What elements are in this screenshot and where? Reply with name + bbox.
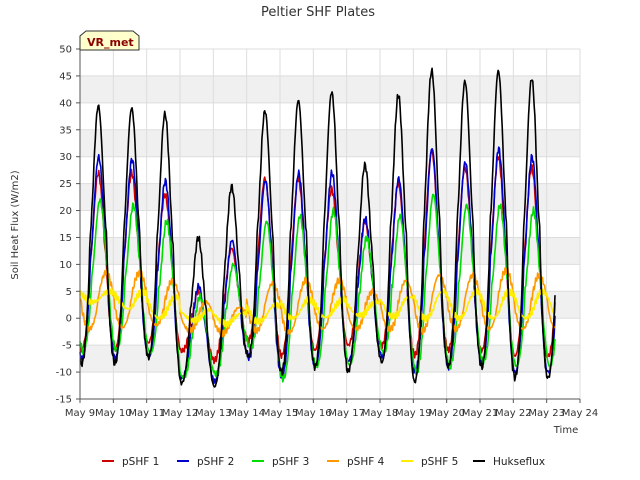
x-tick-label: May 21	[462, 408, 499, 419]
y-tick-label: -5	[62, 341, 72, 352]
legend-label: Hukseflux	[493, 456, 545, 468]
x-tick-label: May 20	[428, 408, 465, 419]
x-tick-label: May 17	[328, 408, 365, 419]
site-label-badge: VR_met	[79, 30, 140, 51]
data-series	[79, 67, 556, 388]
x-tick-label: May 12	[162, 408, 199, 419]
y-tick-label: 0	[66, 314, 72, 325]
y-tick-label: 5	[66, 287, 72, 298]
legend: pSHF 1 pSHF 2 pSHF 3 pSHF 4 pSHF 5 Hukseflux	[102, 456, 545, 468]
y-axis-ticks: -15 -10 -5 0 5 10 15 20 25 30 35 40 45 50	[56, 45, 80, 406]
y-tick-label: 35	[59, 125, 72, 136]
y-tick-label: 50	[59, 45, 72, 56]
y-tick-label: 10	[59, 260, 72, 271]
x-tick-label: May 10	[95, 408, 132, 419]
y-tick-label: 40	[59, 98, 72, 109]
legend-label: pSHF 5	[421, 456, 458, 468]
x-tick-label: May 15	[262, 408, 299, 419]
x-tick-label: May 24	[562, 408, 599, 419]
x-tick-label: May 11	[128, 408, 165, 419]
site-label: VR_met	[87, 36, 134, 49]
y-tick-label: -10	[56, 368, 72, 379]
background-band	[80, 345, 580, 373]
x-tick-label: May 19	[395, 408, 432, 419]
y-tick-label: 45	[59, 71, 72, 82]
x-tick-label: May 13	[195, 408, 232, 419]
x-tick-label: May 16	[295, 408, 332, 419]
y-axis-label: Soil Heat Flux (W/m2)	[10, 170, 21, 279]
legend-label: pSHF 2	[197, 456, 234, 468]
background-band	[80, 129, 580, 157]
legend-label: pSHF 3	[272, 456, 309, 468]
y-tick-label: 15	[59, 233, 72, 244]
x-tick-label: May 14	[228, 408, 265, 419]
y-tick-label: 30	[59, 152, 72, 163]
legend-label: pSHF 1	[122, 456, 159, 468]
site-label-box	[79, 30, 140, 51]
x-axis-label: Time	[553, 425, 578, 436]
x-tick-label: May 23	[528, 408, 565, 419]
series-line-pshf-4	[79, 267, 556, 338]
series-line-hukseflux	[79, 67, 556, 388]
x-tick-label: May 9	[65, 408, 95, 419]
legend-label: pSHF 4	[347, 456, 385, 468]
x-tick-label: May 18	[362, 408, 399, 419]
x-tick-label: May 22	[495, 408, 532, 419]
axes	[79, 49, 580, 400]
y-tick-label: -15	[56, 395, 72, 406]
y-tick-label: 25	[59, 179, 72, 190]
y-tick-label: 20	[59, 206, 72, 217]
chart-title: Peltier SHF Plates	[261, 5, 375, 20]
